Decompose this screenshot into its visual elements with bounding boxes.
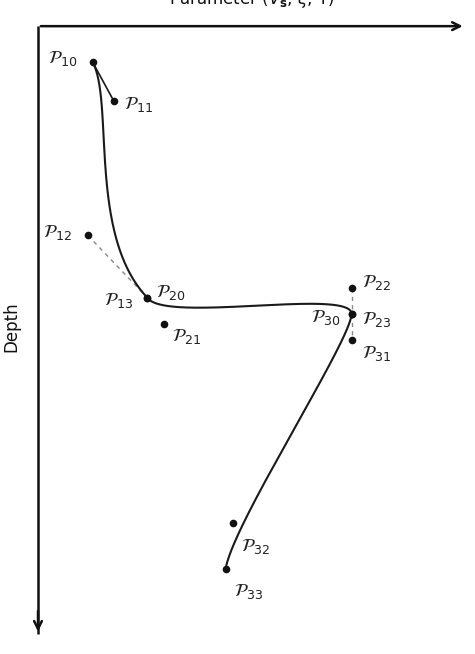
Text: Parameter ($V_\mathbf{s}$, $\xi$, T): Parameter ($V_\mathbf{s}$, $\xi$, T) [169,0,334,10]
Text: $\mathcal{P}_{11}$: $\mathcal{P}_{11}$ [124,95,153,114]
Text: $\mathcal{P}_{32}$: $\mathcal{P}_{32}$ [241,536,270,556]
Text: $\mathcal{P}_{20}$: $\mathcal{P}_{20}$ [156,283,185,302]
Text: $\mathcal{P}_{30}$: $\mathcal{P}_{30}$ [311,307,341,327]
Text: $\mathcal{P}_{33}$: $\mathcal{P}_{33}$ [234,582,263,602]
Text: $\mathcal{P}_{10}$: $\mathcal{P}_{10}$ [48,49,77,69]
Text: $\mathcal{P}_{31}$: $\mathcal{P}_{31}$ [362,343,391,363]
Text: $\mathcal{P}_{13}$: $\mathcal{P}_{13}$ [104,291,133,311]
Text: $\mathcal{P}_{23}$: $\mathcal{P}_{23}$ [362,309,391,329]
Text: Depth: Depth [3,301,21,353]
Text: $\mathcal{P}_{21}$: $\mathcal{P}_{21}$ [172,327,201,347]
Text: $\mathcal{P}_{12}$: $\mathcal{P}_{12}$ [43,222,72,242]
Text: $\mathcal{P}_{22}$: $\mathcal{P}_{22}$ [362,273,391,292]
